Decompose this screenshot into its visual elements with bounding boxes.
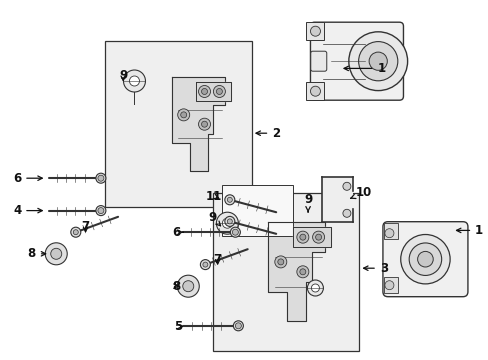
Circle shape — [315, 234, 321, 240]
Bar — [105, 41, 251, 207]
Polygon shape — [267, 222, 324, 321]
Circle shape — [129, 76, 139, 86]
Text: 9: 9 — [119, 69, 127, 82]
Circle shape — [96, 173, 106, 183]
Circle shape — [310, 86, 320, 96]
Polygon shape — [195, 82, 231, 101]
Circle shape — [342, 209, 350, 217]
Circle shape — [198, 118, 210, 130]
Bar — [212, 193, 359, 351]
Circle shape — [224, 216, 234, 226]
Circle shape — [368, 52, 386, 70]
Circle shape — [233, 321, 243, 331]
Text: 7: 7 — [81, 220, 89, 233]
Circle shape — [200, 260, 210, 270]
Text: 6: 6 — [172, 226, 183, 239]
Circle shape — [384, 281, 393, 290]
Circle shape — [227, 219, 232, 224]
Text: 4: 4 — [13, 204, 42, 217]
Bar — [306, 82, 324, 100]
Circle shape — [342, 182, 350, 190]
Circle shape — [312, 231, 324, 243]
FancyBboxPatch shape — [310, 51, 326, 71]
FancyBboxPatch shape — [382, 222, 467, 297]
Circle shape — [296, 231, 308, 243]
Circle shape — [384, 229, 393, 238]
Circle shape — [310, 26, 320, 36]
Text: 8: 8 — [28, 247, 45, 260]
Circle shape — [224, 195, 234, 205]
Circle shape — [230, 227, 240, 237]
Circle shape — [51, 248, 61, 259]
Text: 5: 5 — [174, 320, 182, 333]
Circle shape — [277, 259, 283, 265]
Text: 3: 3 — [363, 262, 387, 275]
Bar — [384, 223, 397, 239]
Circle shape — [201, 121, 207, 127]
Text: 1: 1 — [456, 224, 482, 237]
FancyBboxPatch shape — [310, 22, 403, 100]
Circle shape — [400, 234, 449, 284]
Text: 11: 11 — [205, 190, 222, 203]
Circle shape — [311, 284, 319, 292]
Circle shape — [299, 269, 305, 275]
Circle shape — [183, 281, 193, 292]
Bar — [222, 185, 293, 236]
Bar — [322, 177, 352, 222]
Circle shape — [232, 229, 238, 235]
Circle shape — [198, 85, 210, 98]
Circle shape — [417, 251, 432, 267]
Circle shape — [235, 323, 241, 329]
Circle shape — [222, 218, 232, 228]
Text: 9: 9 — [208, 211, 220, 226]
Circle shape — [71, 227, 81, 237]
Circle shape — [73, 230, 78, 235]
Text: 2: 2 — [256, 127, 280, 140]
Circle shape — [45, 243, 67, 265]
Polygon shape — [171, 77, 225, 171]
Text: 8: 8 — [172, 280, 180, 293]
Circle shape — [307, 280, 323, 296]
Text: 7: 7 — [213, 253, 221, 266]
Circle shape — [216, 212, 238, 234]
Bar — [306, 22, 324, 40]
Text: 6: 6 — [13, 172, 42, 185]
Circle shape — [201, 89, 207, 94]
Circle shape — [96, 206, 106, 216]
Circle shape — [213, 85, 225, 98]
Circle shape — [203, 262, 207, 267]
Circle shape — [274, 256, 286, 268]
Circle shape — [227, 197, 232, 202]
Circle shape — [177, 275, 199, 297]
Circle shape — [181, 112, 186, 118]
Circle shape — [299, 234, 305, 240]
Circle shape — [216, 89, 222, 94]
Text: 9: 9 — [304, 193, 311, 212]
Circle shape — [408, 243, 441, 275]
Circle shape — [98, 208, 103, 213]
Circle shape — [358, 42, 397, 81]
Polygon shape — [293, 227, 330, 247]
Bar — [384, 277, 397, 293]
Text: 1: 1 — [344, 62, 385, 75]
Circle shape — [296, 266, 308, 278]
Circle shape — [348, 32, 407, 91]
Circle shape — [123, 70, 145, 92]
Circle shape — [98, 175, 103, 181]
Circle shape — [177, 109, 189, 121]
Text: 10: 10 — [350, 186, 372, 199]
